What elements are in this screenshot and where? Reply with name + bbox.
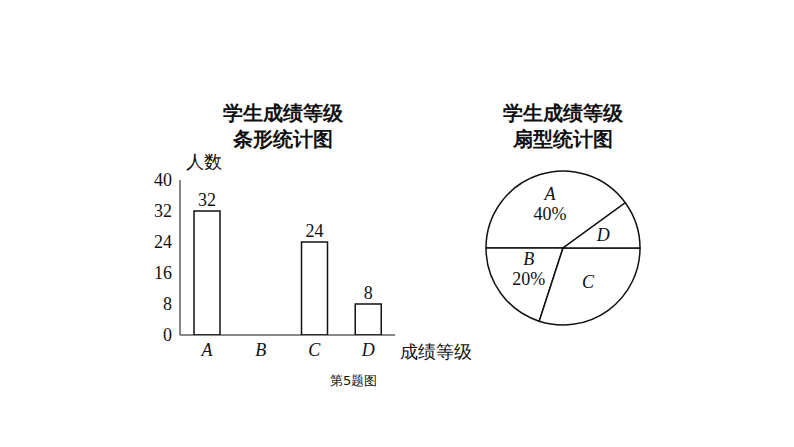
- svg-text:B: B: [255, 340, 266, 360]
- svg-text:C: C: [582, 272, 595, 292]
- html-text:成绩等级: 成绩等级: [400, 341, 472, 362]
- svg-text:8: 8: [364, 283, 373, 303]
- svg-text:40: 40: [154, 170, 172, 190]
- svg-text:A40%: A40%: [533, 184, 566, 224]
- svg-text:0: 0: [163, 325, 172, 345]
- html-text:学生成绩等级 扇型统计图: 学生成绩等级 扇型统计图: [503, 101, 623, 151]
- svg-text:A: A: [200, 340, 213, 360]
- html-text:第5题图: 第5题图: [330, 373, 378, 388]
- html-text:人数: 人数: [186, 151, 222, 172]
- svg-text:8: 8: [163, 294, 172, 314]
- svg-text:16: 16: [154, 263, 172, 283]
- svg-text:D: D: [361, 340, 375, 360]
- svg-text:24: 24: [154, 232, 172, 252]
- svg-text:24: 24: [306, 221, 324, 241]
- svg-text:D: D: [596, 225, 610, 245]
- svg-text:C: C: [308, 340, 321, 360]
- svg-text:32: 32: [154, 201, 172, 221]
- svg-text:B20%: B20%: [512, 249, 545, 289]
- html-text:学生成绩等级 条形统计图: 学生成绩等级 条形统计图: [223, 101, 343, 151]
- svg-text:32: 32: [198, 190, 216, 210]
